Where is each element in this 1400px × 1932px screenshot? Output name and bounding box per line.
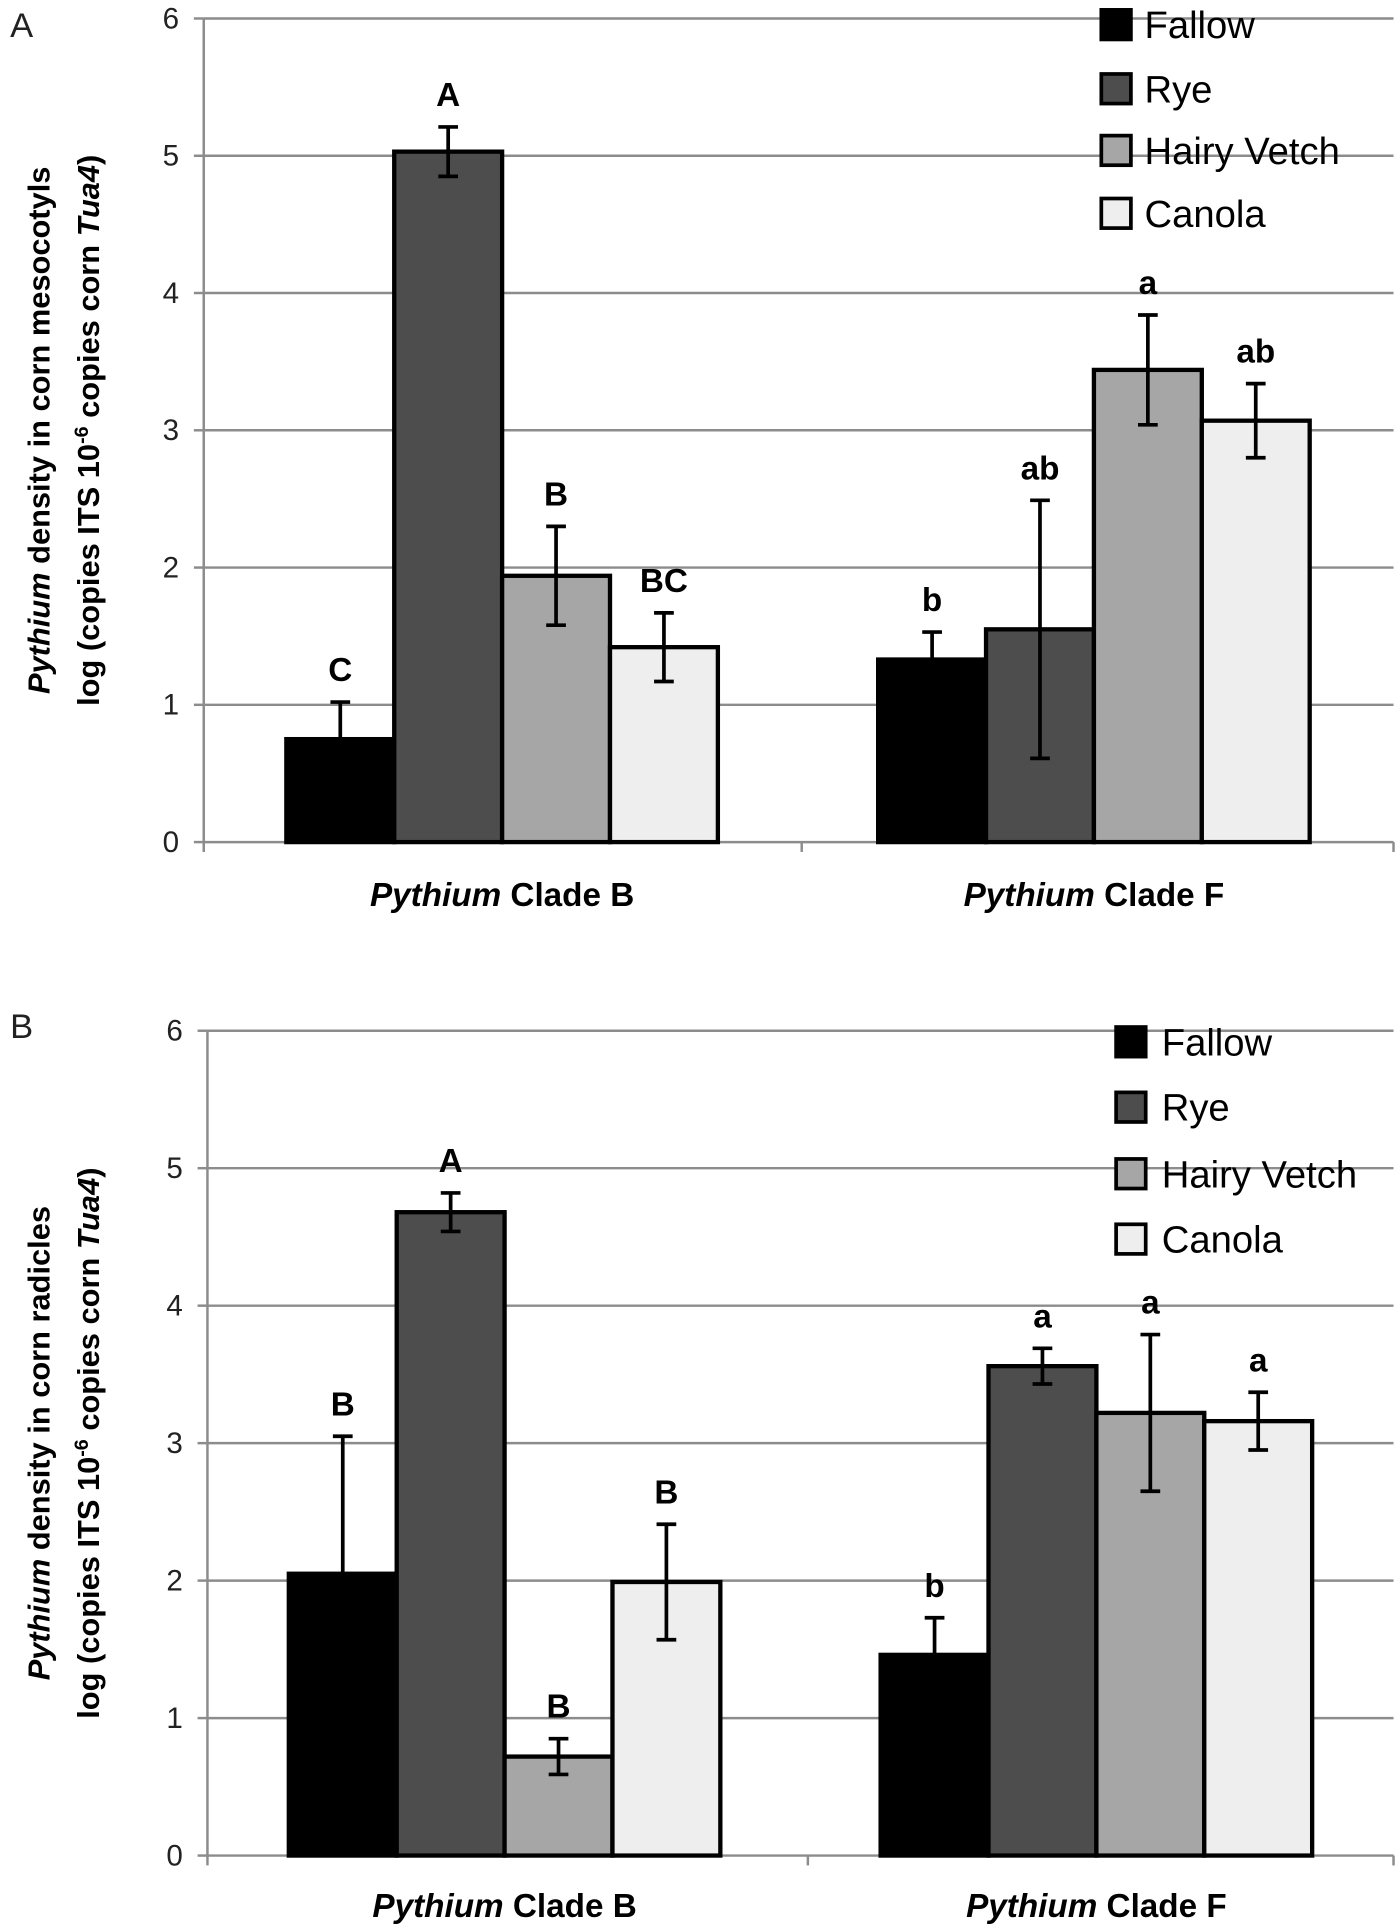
- category-italic: Pythium: [372, 1888, 503, 1925]
- bar-rye: [986, 1364, 1099, 1858]
- y-label-italic: Pythium: [22, 572, 57, 694]
- y-label-text: density in corn mesocotyls: [22, 167, 57, 573]
- significance-letter: C: [328, 652, 352, 689]
- legend-swatch: [1114, 1222, 1148, 1256]
- legend-swatch: [1099, 133, 1133, 168]
- legend-label: Rye: [1162, 1087, 1230, 1130]
- category-rest: Clade B: [501, 877, 634, 914]
- legend-label: Fallow: [1144, 4, 1255, 47]
- bar-canola: [1199, 418, 1312, 845]
- significance-letter: a: [1033, 1298, 1052, 1335]
- y-tick-label: 6: [163, 2, 179, 35]
- y-label-text: ): [71, 155, 106, 165]
- significance-letter: B: [544, 476, 568, 513]
- bar-rye: [394, 1210, 507, 1858]
- panel-A: 0 1 2 3 4 5 6 Cb Fallow Aab Rye Ba Hairy Vetch BC ab Ca…: [10, 2, 1395, 914]
- y-tick-label: 4: [163, 277, 179, 310]
- significance-letter: ab: [1236, 334, 1275, 371]
- y-tick-label: 1: [166, 1702, 182, 1735]
- significance-letter: b: [922, 582, 942, 619]
- y-label-text: ): [71, 1168, 106, 1178]
- y-label-italic: Tua4: [71, 1178, 106, 1249]
- category-label: Pythium Clade B: [372, 1888, 636, 1925]
- y-tick-label: 5: [163, 140, 179, 173]
- y-label-italic: Pythium: [22, 1559, 57, 1681]
- y-label-superscript: -6: [71, 426, 93, 444]
- y-tick-label: 0: [166, 1839, 182, 1872]
- y-axis-label-line2: log (copies ITS 10-6 copies corn Tua4): [71, 155, 106, 706]
- significance-letter: A: [439, 1143, 463, 1180]
- significance-letter: BC: [640, 563, 688, 600]
- bar-canola: [1202, 1418, 1315, 1858]
- category-rest: Clade B: [504, 1888, 637, 1925]
- category-rest: Clade F: [1095, 877, 1224, 914]
- category-label: Pythium Clade F: [966, 1888, 1227, 1925]
- category-italic: Pythium: [370, 877, 501, 914]
- y-label-text: log (copies ITS 10: [71, 444, 106, 706]
- y-tick-label: 3: [163, 414, 179, 447]
- legend-label: Canola: [1144, 193, 1266, 236]
- bar-rye: [392, 149, 505, 845]
- y-label-text: density in corn radicles: [22, 1206, 57, 1559]
- significance-letter: a: [1139, 265, 1158, 302]
- legend-label: Hairy Vetch: [1162, 1153, 1357, 1196]
- category-label: Pythium Clade B: [370, 877, 634, 914]
- legend-swatch: [1114, 1025, 1148, 1059]
- category-italic: Pythium: [966, 1888, 1097, 1925]
- y-axis-label-line1: Pythium density in corn radicles: [22, 1206, 57, 1680]
- legend-swatch: [1099, 8, 1133, 42]
- y-label-italic: Tua4: [71, 165, 106, 236]
- y-tick-label: 2: [166, 1564, 182, 1597]
- y-label-superscript: -6: [71, 1439, 93, 1457]
- y-tick-label: 3: [166, 1427, 182, 1460]
- y-tick-label: 5: [166, 1152, 182, 1185]
- y-tick-label: 6: [166, 1015, 182, 1048]
- category-italic: Pythium: [964, 877, 1095, 914]
- significance-letter: B: [654, 1474, 678, 1511]
- y-label-text: copies corn: [71, 236, 106, 426]
- panel-label: B: [10, 1008, 33, 1046]
- significance-letter: ab: [1021, 450, 1060, 487]
- y-tick-label: 0: [163, 826, 179, 859]
- legend-label: Canola: [1162, 1219, 1284, 1262]
- legend-swatch: [1099, 196, 1133, 230]
- significance-letter: a: [1141, 1285, 1160, 1322]
- legend-label: Rye: [1144, 68, 1212, 111]
- category-rest: Clade F: [1097, 1888, 1226, 1925]
- y-axis-label-line2: log (copies ITS 10-6 copies corn Tua4): [71, 1168, 106, 1719]
- category-label: Pythium Clade F: [964, 877, 1225, 914]
- legend-swatch: [1114, 1090, 1148, 1124]
- y-axis-label-line1: Pythium density in corn mesocotyls: [22, 167, 57, 694]
- bar-hairy-vetch: [1091, 367, 1204, 845]
- y-label-text: log (copies ITS 10: [71, 1457, 106, 1719]
- bar-fallow: [876, 657, 989, 845]
- legend-label: Fallow: [1162, 1021, 1273, 1064]
- significance-letter: B: [547, 1689, 571, 1726]
- legend-label: Hairy Vetch: [1144, 130, 1339, 173]
- significance-letter: a: [1249, 1342, 1268, 1379]
- panel-label: A: [10, 7, 33, 45]
- y-tick-label: 1: [163, 689, 179, 722]
- significance-letter: b: [924, 1568, 944, 1605]
- significance-letter: B: [331, 1386, 355, 1423]
- y-tick-label: 2: [163, 551, 179, 584]
- y-tick-label: 4: [166, 1290, 182, 1323]
- significance-letter: A: [436, 77, 460, 114]
- y-label-text: copies corn: [71, 1249, 106, 1439]
- legend-swatch: [1114, 1157, 1148, 1191]
- legend-swatch: [1099, 72, 1133, 106]
